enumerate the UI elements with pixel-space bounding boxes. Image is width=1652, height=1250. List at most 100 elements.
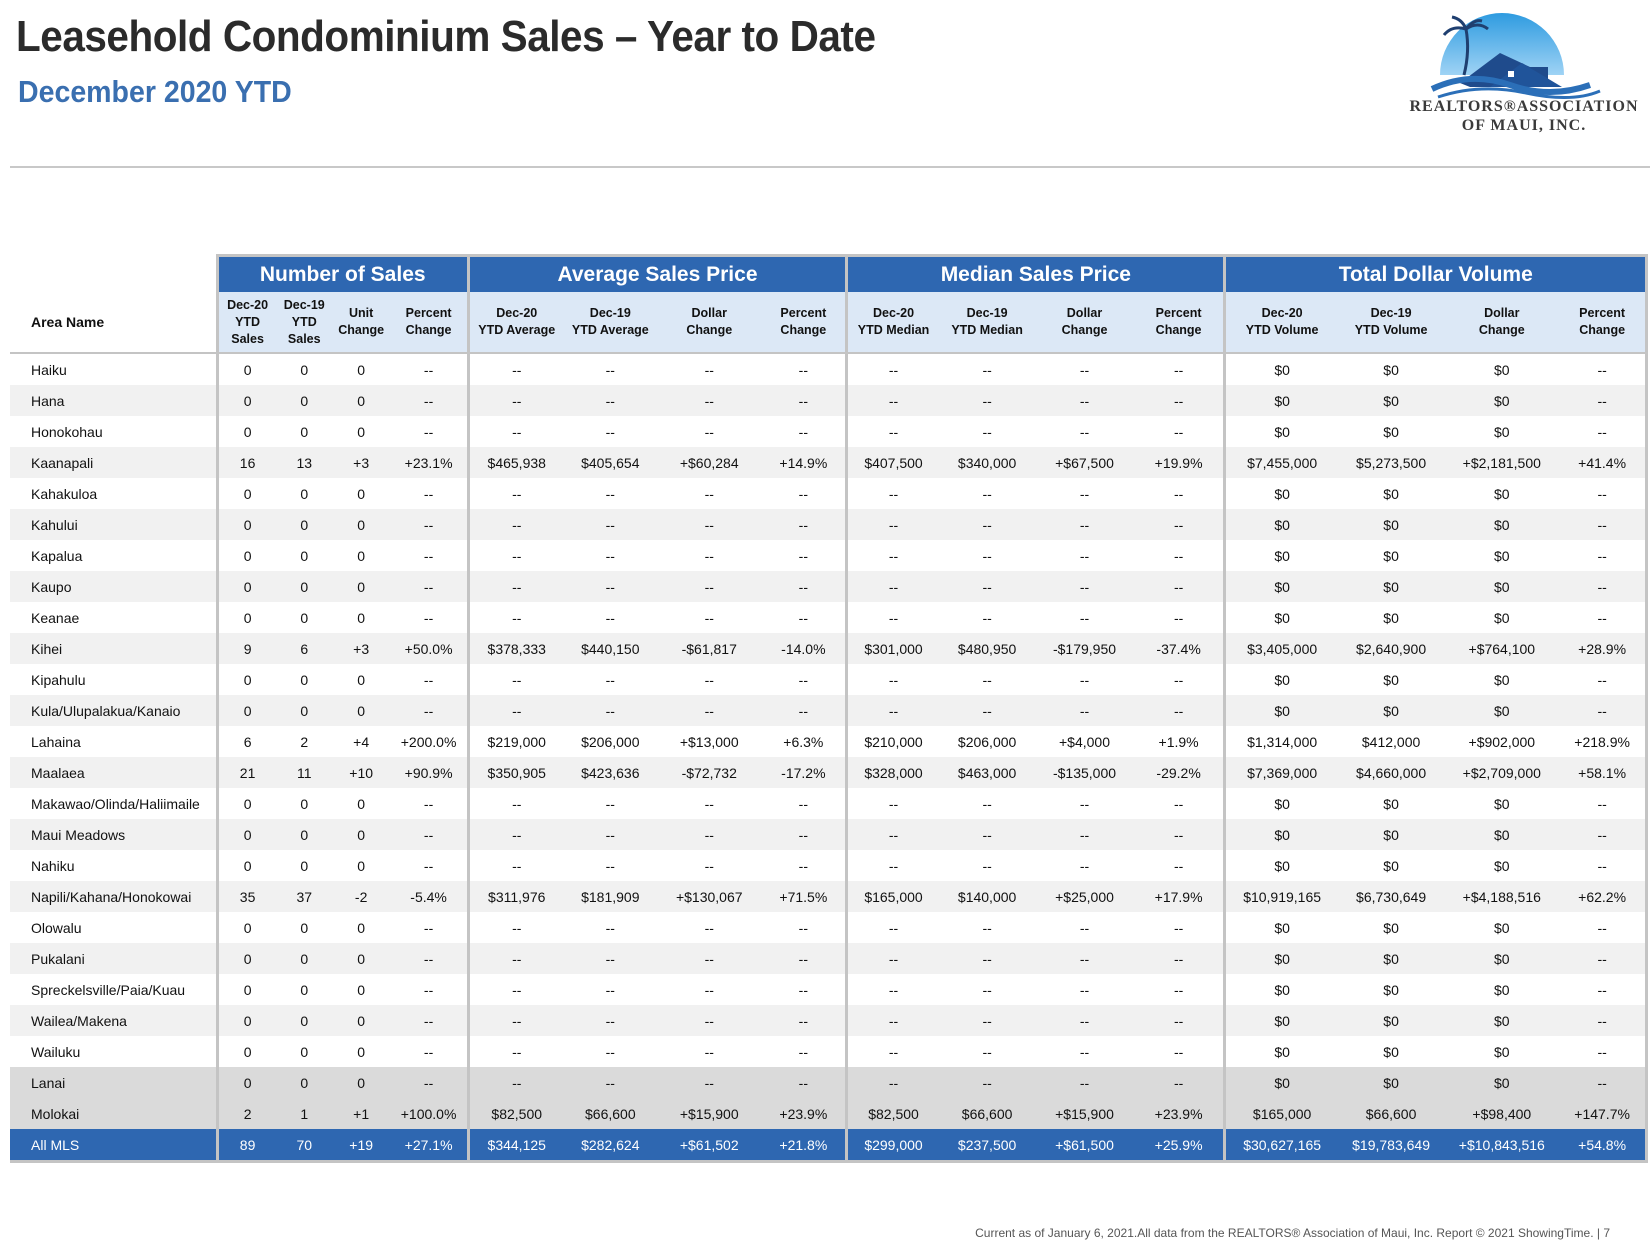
table-cell: -- (1559, 571, 1649, 602)
group-average-sales-price: Average Sales Price (466, 254, 847, 292)
column-header-12: Percent Change (1133, 292, 1225, 354)
column-header-13: Dec-20 YTD Volume (1223, 292, 1338, 354)
table-cell: -- (1079, 485, 1090, 502)
table-cell: -- (423, 671, 434, 688)
table-cell: -- (423, 919, 434, 936)
table-cell: $0 (1444, 819, 1560, 850)
table-cell: -- (1173, 795, 1184, 812)
table-cell: -- (938, 819, 1036, 850)
table-cell: $0 (1223, 695, 1338, 726)
table-cell: +50.0% (390, 633, 469, 664)
table-cell: $0 (1383, 361, 1399, 378)
table-cell: +25.9% (1133, 1129, 1225, 1163)
table-cell: -- (423, 361, 434, 378)
table-cell: 0 (357, 857, 366, 874)
table-cell: 0 (215, 571, 277, 602)
table-cell: +62.2% (1559, 881, 1649, 912)
table-cell: -- (1173, 609, 1184, 626)
table-cell: +1 (331, 1098, 391, 1129)
table-cell: 0 (300, 547, 309, 564)
area-name-cell: Kihei (10, 633, 218, 664)
table-cell: 0 (357, 547, 366, 564)
table-cell: -- (704, 671, 714, 688)
table-cell: -- (938, 943, 1036, 974)
table-cell: $0 (1383, 547, 1399, 564)
table-cell: 0 (215, 788, 277, 819)
table-cell: +10 (331, 757, 391, 788)
area-name-cell: Keanae (31, 609, 80, 626)
table-cell: -- (845, 571, 939, 602)
column-header-line: Dec-20 (1261, 306, 1303, 320)
table-cell: -$72,732 (656, 757, 762, 788)
table-cell: -- (1133, 571, 1225, 602)
column-header-line: Dec-19 (1370, 306, 1412, 320)
table-cell: $463,000 (938, 757, 1036, 788)
table-cell: 2 (215, 1098, 277, 1129)
column-header-5: Dec-20 YTD Average (466, 292, 564, 354)
table-cell: $237,500 (938, 1129, 1036, 1163)
table-cell: -- (423, 609, 434, 626)
table-cell: -- (982, 795, 992, 812)
table-cell: $0 (1383, 423, 1399, 440)
table-cell: -- (466, 478, 564, 509)
area-name-cell: Lanai (10, 1067, 218, 1098)
area-name-cell: Lahaina (31, 733, 81, 750)
table-cell: 2 (300, 733, 309, 750)
table-cell: $0 (1223, 943, 1338, 974)
table-cell: $0 (1444, 1005, 1560, 1036)
table-cell: +41.4% (1559, 447, 1649, 478)
table-cell: -- (845, 385, 939, 416)
table-cell: -- (1173, 981, 1184, 998)
table-cell: 6 (276, 633, 332, 664)
table-cell: -- (1079, 547, 1090, 564)
column-header-line: YTD (291, 314, 317, 329)
table-cell: -- (845, 695, 939, 726)
table-cell: -17.2% (761, 757, 847, 788)
table-cell: $465,938 (466, 447, 564, 478)
table-cell: 0 (331, 943, 391, 974)
table-cell: -$135,000 (1035, 757, 1134, 788)
table-cell: +$67,500 (1035, 447, 1134, 478)
table-cell: -- (798, 671, 808, 688)
table-cell: 0 (215, 1067, 277, 1098)
table-cell: $423,636 (563, 757, 657, 788)
column-header-line: Dollar (691, 306, 727, 320)
table-cell: -- (563, 1067, 657, 1098)
table-cell: 0 (215, 1005, 277, 1036)
column-header-line: Dec-19 (966, 306, 1008, 320)
table-row: Kaanapali 16 13 +3 +23.1% $465,938 $405,654 +$6… (10, 447, 1649, 478)
column-header-line: YTD Median (857, 323, 930, 337)
table-row: Makawao/Olinda/Haliimaile 0 0 0 -- -- -- -- -- --… (10, 788, 1649, 819)
table-cell: $0 (1337, 819, 1445, 850)
table-cell: -- (704, 361, 714, 378)
table-cell: $0 (1223, 571, 1338, 602)
table-cell: 0 (215, 974, 277, 1005)
table-cell: -- (563, 695, 657, 726)
table-cell: +28.9% (1559, 633, 1649, 664)
table-cell: -- (704, 857, 714, 874)
table-cell: +$61,500 (1035, 1129, 1134, 1163)
table-cell: -- (1559, 353, 1649, 385)
table-cell: -- (1559, 1067, 1649, 1098)
table-cell: -- (466, 819, 564, 850)
table-cell: -- (605, 609, 615, 626)
table-cell: -- (845, 1036, 939, 1067)
table-cell: -- (605, 857, 615, 874)
table-row: Kapalua 0 0 0 -- -- -- -- -- -- -- -- -- $0 $0 $0 -- (10, 540, 1649, 571)
table-cell: -- (798, 857, 808, 874)
table-row: Hana 0 0 0 -- -- -- -- -- -- -- -- -- $0 $0 $0 -- (10, 385, 1649, 416)
table-cell: $0 (1494, 361, 1510, 378)
table-cell: $0 (1223, 509, 1338, 540)
table-cell: -$61,817 (656, 633, 762, 664)
table-cell: -- (845, 788, 939, 819)
area-name-cell: Kipahulu (31, 671, 86, 688)
table-cell: -- (1173, 485, 1184, 502)
column-header-line: Percent (1579, 306, 1626, 320)
table-cell: -- (423, 423, 434, 440)
table-cell: $0 (1223, 540, 1338, 571)
table-cell: $0 (1223, 416, 1338, 447)
table-cell: -- (423, 857, 434, 874)
table-cell: 0 (215, 943, 277, 974)
column-header-line: Dec-19 (589, 306, 631, 320)
area-name-cell: Maui Meadows (10, 819, 218, 850)
